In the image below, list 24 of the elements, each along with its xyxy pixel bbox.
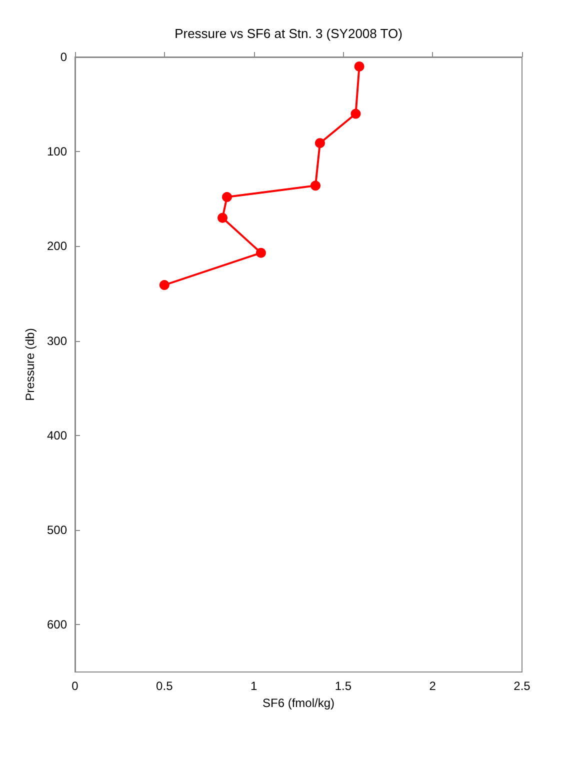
x-tick-label: 1 [250, 679, 258, 693]
point [350, 108, 361, 119]
y-tick-label: 500 [46, 523, 68, 538]
y-tick-label: 200 [46, 239, 68, 254]
x-tick-label: 1.5 [334, 679, 352, 693]
point [159, 280, 170, 290]
x-axis-title: SF6 (fmol/kg) [262, 696, 335, 710]
chart-title: Pressure vs SF6 at Stn. 3 (SY2008 TO) [174, 26, 402, 41]
x-tick-label: 2.5 [514, 679, 531, 693]
y-tick-label: 400 [46, 428, 68, 442]
x-tick-label: 0.5 [156, 679, 174, 693]
point [218, 212, 228, 223]
point [314, 138, 325, 148]
y-tick-label: 300 [46, 334, 68, 348]
y-tick-label: 100 [46, 144, 68, 159]
y-axis-title: Pressure (db) [23, 328, 38, 401]
x-tick-label: 2 [429, 679, 436, 693]
x-tick-label: 0 [72, 679, 79, 693]
point [310, 180, 320, 191]
point [354, 61, 364, 72]
point [222, 192, 232, 202]
point [256, 248, 266, 258]
y-tick-label: 0 [60, 50, 68, 64]
y-tick-label: 600 [46, 618, 68, 632]
